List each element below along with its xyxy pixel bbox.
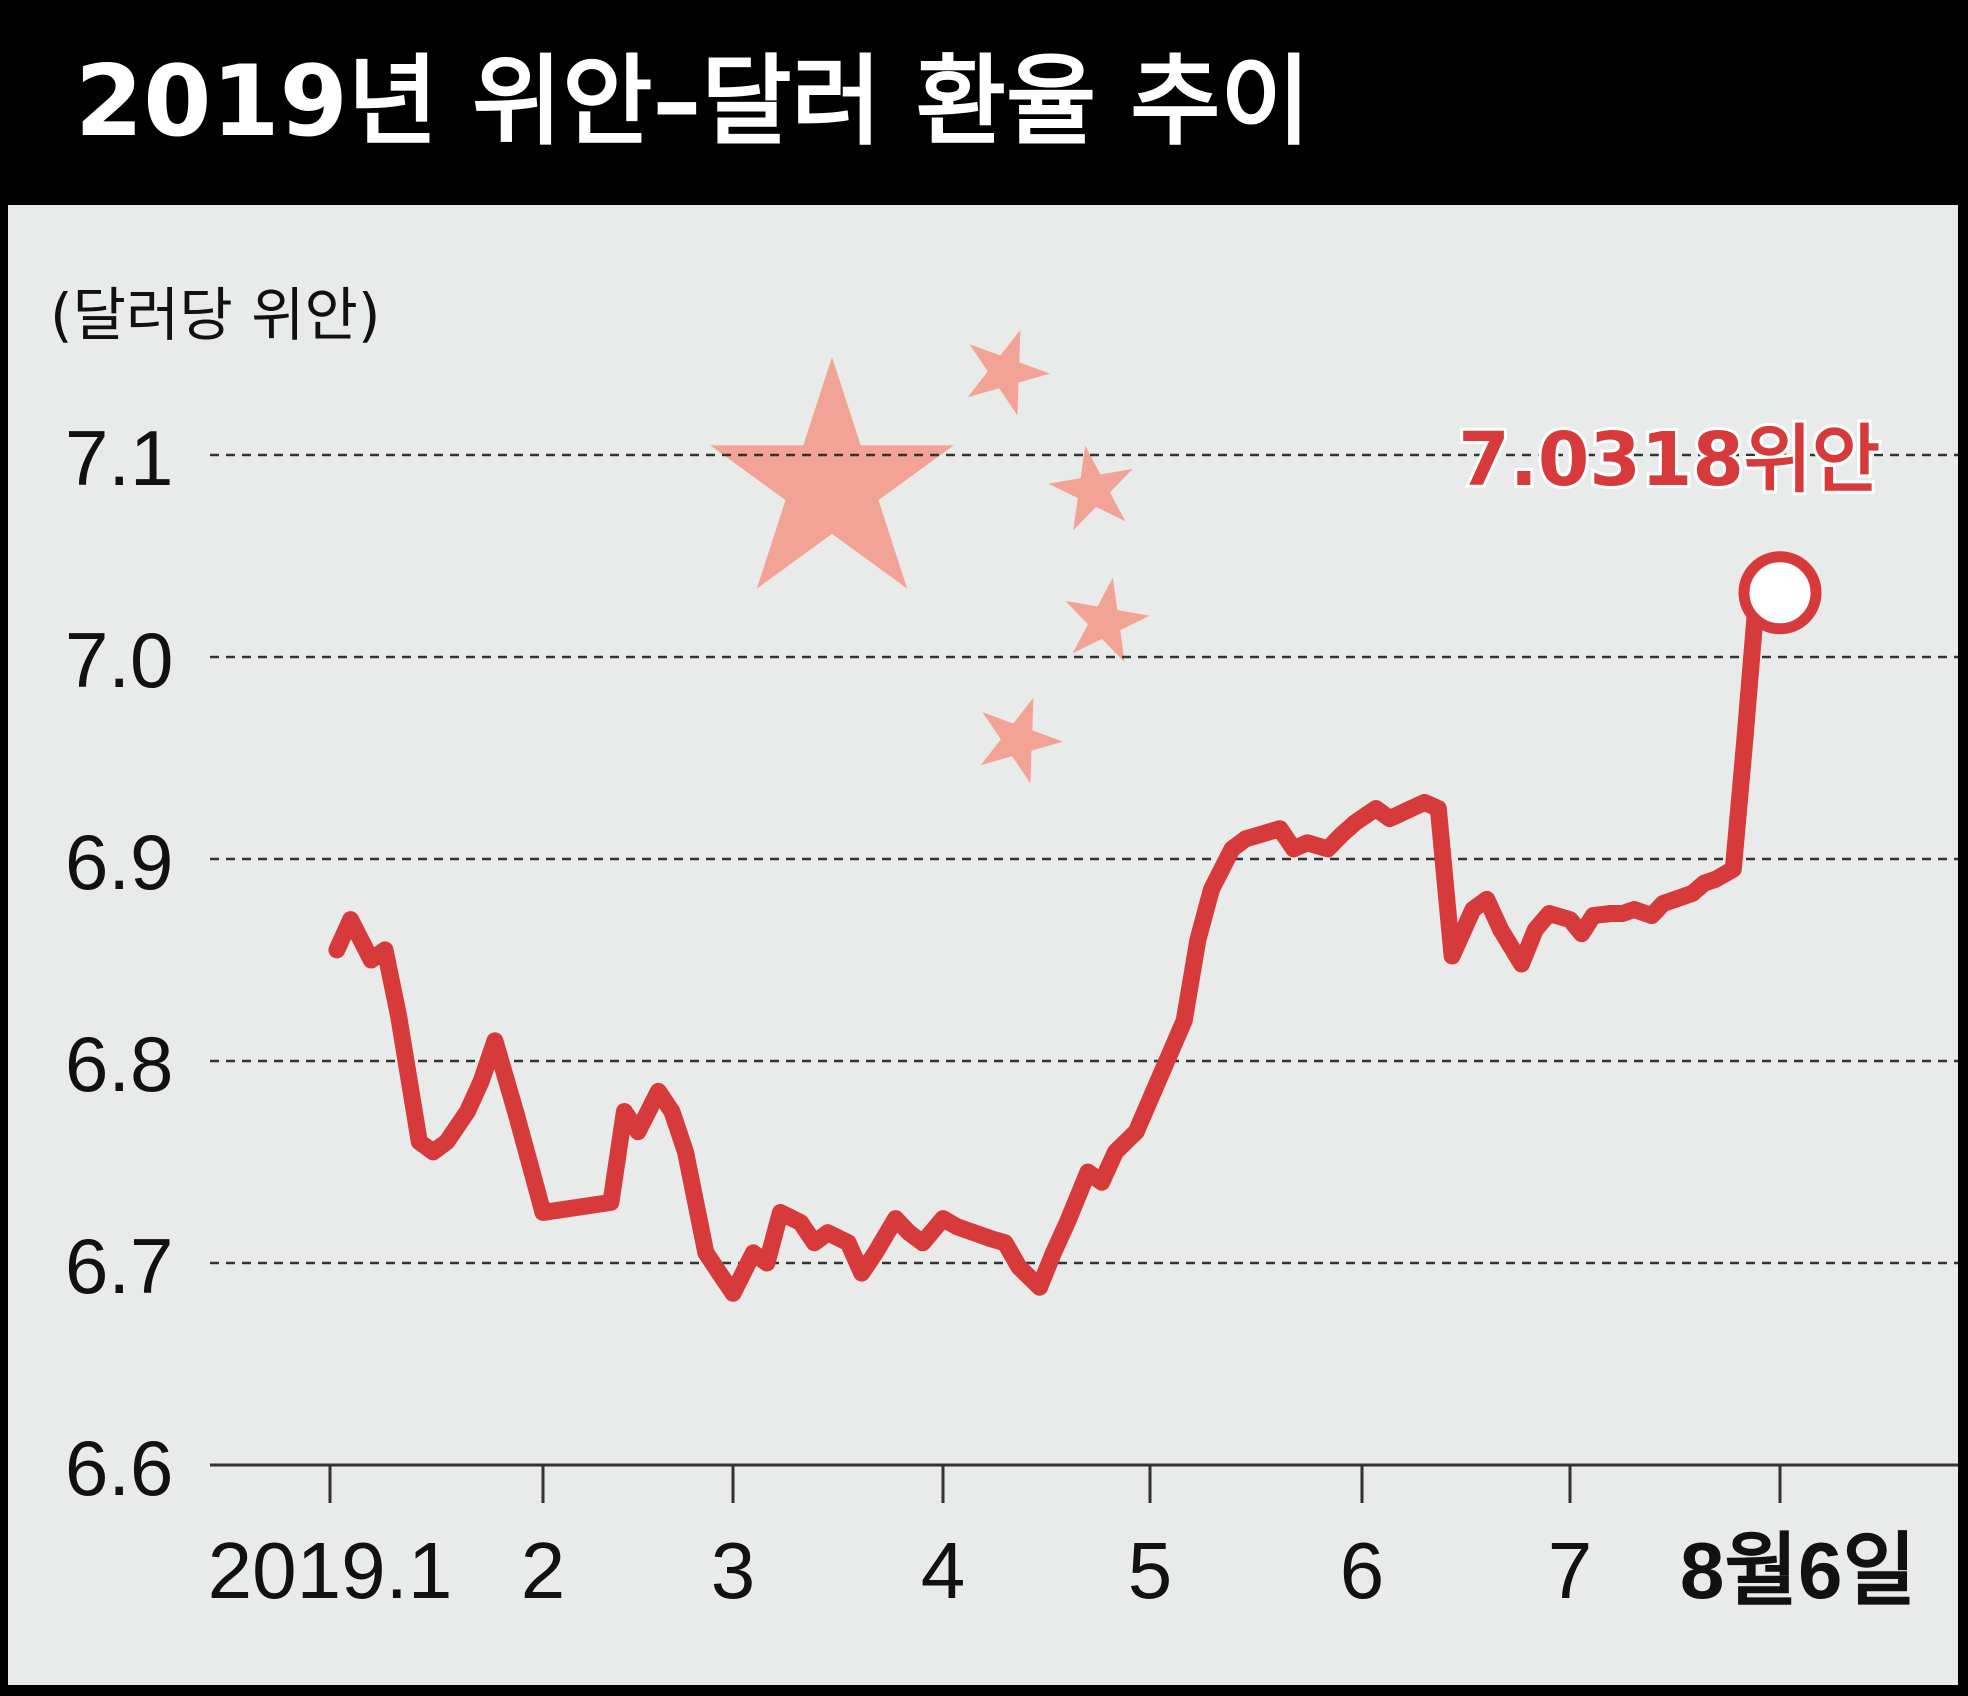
- flag-small-star: [967, 329, 1050, 416]
- x-tick-label: 7: [1548, 1526, 1593, 1615]
- flag-small-star: [1065, 577, 1150, 663]
- x-tick-label: 4: [921, 1526, 966, 1615]
- title-bar: [0, 0, 1968, 205]
- chart-title: 2019년 위안–달러 환율 추이: [75, 45, 1311, 159]
- last-point-marker: [1738, 551, 1822, 635]
- flag-big-star: [710, 357, 954, 589]
- x-tick-label: 2: [521, 1526, 566, 1615]
- series-line-usd-cny: [328, 584, 1789, 1302]
- y-tick-label: 6.6: [65, 1424, 173, 1512]
- y-tick-label: 6.9: [65, 818, 173, 906]
- grid-layer: [210, 453, 1958, 1503]
- last-value-label: 7.0318위안: [1458, 417, 1880, 503]
- flag-small-star: [1048, 445, 1133, 531]
- x-tick-labels: 2019.1 2 3 4 5 6 7 8월6일: [208, 1526, 1916, 1615]
- x-tick-label: 5: [1128, 1526, 1173, 1615]
- y-tick-labels: 7.1 7.0 6.9 6.8 6.7 6.6: [65, 414, 173, 1512]
- y-tick-label: 6.8: [65, 1020, 173, 1108]
- y-tick-label: 7.0: [65, 616, 173, 704]
- y-tick-label: 7.1: [65, 414, 173, 502]
- y-tick-label: 6.7: [65, 1222, 173, 1310]
- x-tick-label: 3: [711, 1526, 756, 1615]
- x-tick-label: 6: [1340, 1526, 1385, 1615]
- x-tick-label: 8월6일: [1680, 1526, 1916, 1615]
- flag-small-star: [980, 697, 1063, 784]
- series-layer: [328, 551, 1822, 1302]
- y-unit-label: (달러당 위안): [50, 281, 381, 349]
- flag-stars: [710, 329, 1150, 784]
- x-tick-label: 2019.1: [208, 1526, 453, 1615]
